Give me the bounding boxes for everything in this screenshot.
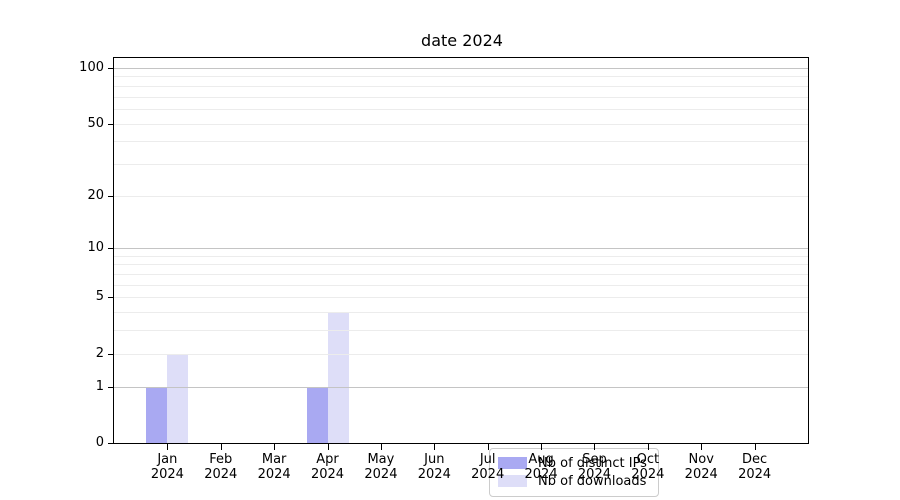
x-tick-year: 2024 [364,467,398,482]
x-tick [220,444,222,450]
y-tick [108,123,113,125]
gridline-minor [114,297,808,299]
x-tick-year: 2024 [631,467,665,482]
legend-swatch [498,475,527,487]
x-tick-year: 2024 [524,467,558,482]
x-tick-label: May 2024 [349,452,413,482]
x-tick-month: Nov [688,452,714,467]
y-tick-label: 50 [87,115,104,131]
x-tick-year: 2024 [577,467,611,482]
x-tick-year: 2024 [310,467,345,482]
x-tick-label: Jun 2024 [402,452,466,482]
legend-label: Nb of downloads [538,473,647,489]
gridline-major [114,386,808,388]
legend: Nb of distinct IPs Nb of downloads [489,448,659,497]
y-tick [108,353,113,355]
gridline-minor [114,123,808,125]
gridline-minor [114,195,808,197]
gridline-minor [114,274,808,276]
x-tick [594,444,596,450]
x-tick-label: Oct 2024 [616,452,680,482]
bar-downloads [167,353,189,443]
y-tick [108,297,113,299]
y-tick-label: 0 [95,435,104,450]
x-tick-month: Oct [636,452,660,467]
x-tick-label: Jan 2024 [135,452,199,482]
plot-area: Nb of distinct IPs Nb of downloads [113,57,809,497]
x-tick-year: 2024 [471,467,505,482]
x-tick [434,444,436,450]
gridline-major [114,68,808,69]
x-tick-label: Mar 2024 [242,452,306,482]
gridline-minor [114,312,808,314]
x-tick-year: 2024 [204,467,238,482]
gridline-minor [114,353,808,355]
x-tick [380,444,382,450]
x-tick-year: 2024 [738,467,772,482]
bars-layer [114,58,808,443]
x-tick-month: Mar [261,452,287,467]
x-tick-month: Feb [209,452,233,467]
gridline-minor [114,85,808,87]
x-tick-year: 2024 [417,467,451,482]
x-tick-label: Aug 2024 [509,452,573,482]
gridline-minor [114,76,808,78]
x-tick-label: Apr 2024 [296,452,360,482]
y-tick-label: 20 [87,187,104,203]
gridline-minor [114,108,808,110]
x-tick-month: Jan [157,452,178,467]
y-tick [108,443,113,444]
x-tick [327,444,329,450]
y-tick [108,68,113,69]
x-tick [167,444,169,450]
gridline-minor [114,330,808,332]
x-tick-label: Sep 2024 [562,452,626,482]
y-tick-label: 1 [95,378,104,394]
x-tick [541,444,543,450]
gridline-minor [114,284,808,286]
gridline-minor [114,163,808,165]
chart-title: date 2024 [421,31,503,50]
bar-downloads [327,312,349,443]
legend-row: Nb of downloads [498,472,649,490]
x-tick [754,444,756,450]
x-tick [701,444,703,450]
x-tick-month: Jul [479,452,496,467]
gridline-minor [114,264,808,266]
gridlines-layer [114,58,808,443]
y-tick [108,248,113,250]
x-tick-month: Sep [582,452,607,467]
legend-label: Nb of distinct IPs [538,455,647,471]
bar-distinct-ips [146,386,168,443]
gridline-minor [114,96,808,98]
y-tick-label: 100 [79,60,104,75]
y-tick [108,386,113,388]
x-tick-label: Jul 2024 [456,452,520,482]
x-tick-year: 2024 [684,467,718,482]
x-tick-month: May [367,452,395,467]
x-tick-year: 2024 [257,467,291,482]
gridline-major [114,248,808,250]
x-tick-label: Feb 2024 [189,452,253,482]
x-tick-month: Apr [316,452,339,467]
y-tick [108,195,113,197]
legend-row: Nb of distinct IPs [498,454,649,472]
y-tick-label: 10 [87,240,104,256]
bar-distinct-ips [306,386,328,443]
x-tick [487,444,489,450]
y-tick-label: 5 [95,289,104,305]
gridline-minor [114,255,808,257]
gridline-minor [114,141,808,143]
x-tick-month: Dec [742,452,768,467]
x-tick-year: 2024 [150,467,184,482]
x-tick-label: Dec 2024 [723,452,787,482]
x-tick-month: Jun [424,452,445,467]
x-tick-label: Nov 2024 [669,452,733,482]
x-tick-month: Aug [528,452,554,467]
x-tick [647,444,649,450]
y-tick-label: 2 [95,345,104,361]
x-tick [274,444,276,450]
legend-swatch [498,457,527,469]
